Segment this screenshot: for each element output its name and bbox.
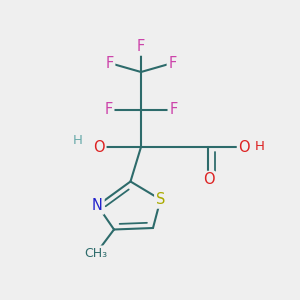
Text: O: O — [238, 140, 250, 154]
Text: F: F — [168, 56, 177, 70]
Text: F: F — [105, 56, 114, 70]
Text: CH₃: CH₃ — [84, 247, 108, 260]
Text: O: O — [93, 140, 105, 154]
Text: F: F — [169, 102, 178, 117]
Text: F: F — [137, 39, 145, 54]
Text: H: H — [255, 140, 264, 154]
Text: H: H — [73, 134, 83, 148]
Text: O: O — [203, 172, 214, 188]
Text: S: S — [156, 192, 165, 207]
Text: N: N — [92, 198, 103, 213]
Text: F: F — [104, 102, 113, 117]
